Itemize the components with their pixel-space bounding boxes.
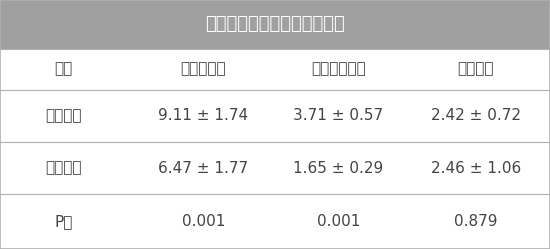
Text: 西药费用: 西药费用 [458,62,494,77]
Text: 组别: 组别 [54,62,73,77]
Text: 9.11 ± 1.74: 9.11 ± 1.74 [158,108,249,123]
Text: 2.42 ± 0.72: 2.42 ± 0.72 [431,108,521,123]
Text: 机器人与腹腔镜手术费用比较: 机器人与腹腔镜手术费用比较 [205,15,345,33]
Text: 手术治疗费用: 手术治疗费用 [311,62,366,77]
Text: 1.65 ± 0.29: 1.65 ± 0.29 [293,161,383,176]
Text: P值: P值 [54,214,73,229]
Text: 0.879: 0.879 [454,214,498,229]
Text: 2.46 ± 1.06: 2.46 ± 1.06 [431,161,521,176]
Text: 0.001: 0.001 [317,214,360,229]
Text: 3.71 ± 0.57: 3.71 ± 0.57 [293,108,383,123]
Text: 0.001: 0.001 [182,214,225,229]
Text: 机器人组: 机器人组 [45,108,81,123]
Text: 住院总费用: 住院总费用 [181,62,226,77]
Text: 6.47 ± 1.77: 6.47 ± 1.77 [158,161,249,176]
Text: 腹腔镜组: 腹腔镜组 [45,161,81,176]
Bar [0,0,550,49]
